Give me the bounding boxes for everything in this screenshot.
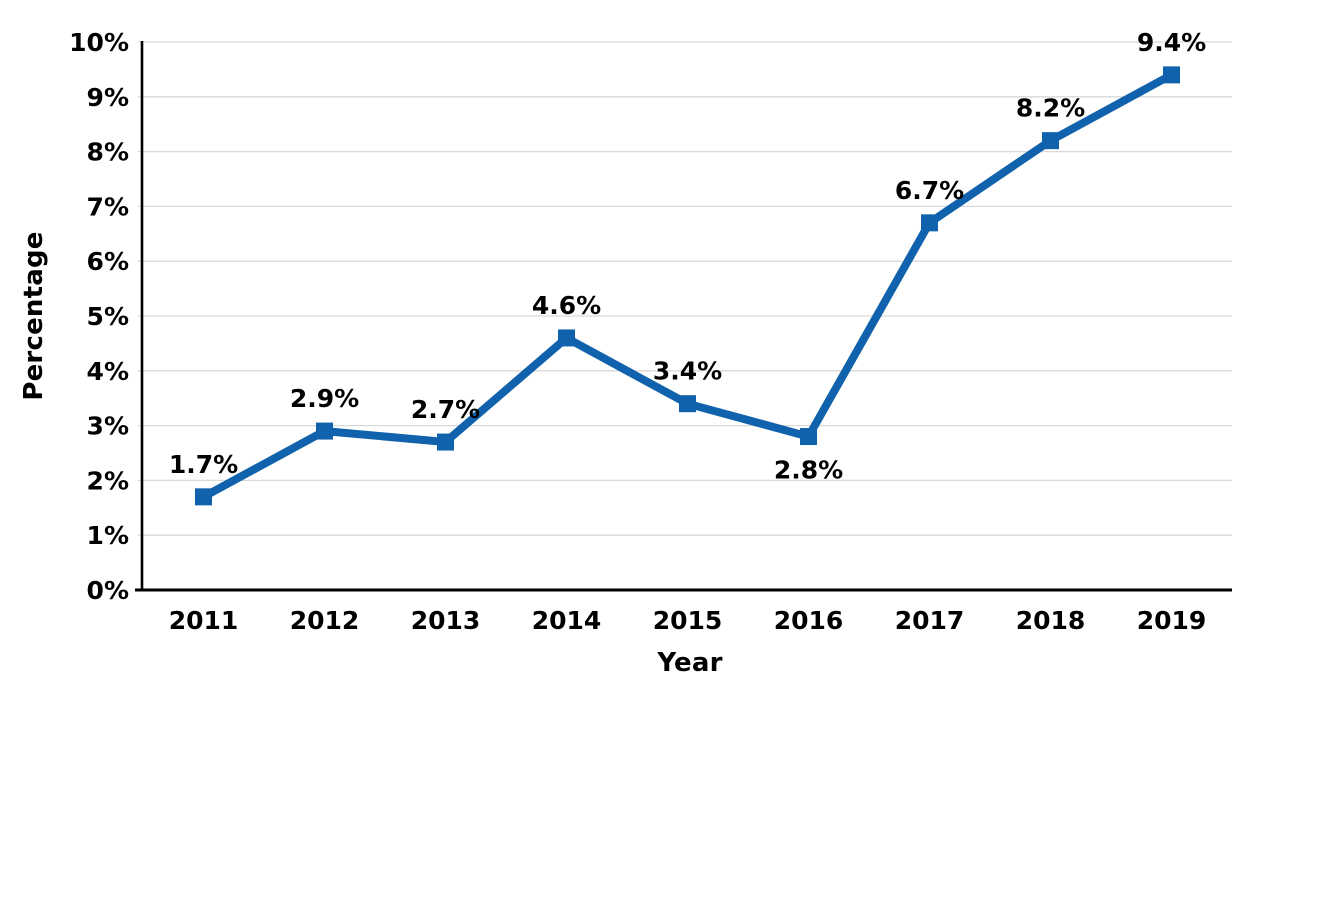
data-point-marker [195, 488, 212, 506]
data-point-marker [679, 395, 696, 413]
x-tick-label: 2016 [774, 606, 844, 635]
data-label: 8.2% [1016, 94, 1085, 123]
y-tick-label: 0% [87, 576, 129, 605]
data-label: 1.7% [169, 450, 238, 479]
y-tick-label: 6% [87, 247, 129, 276]
series-line [201, 71, 1174, 501]
y-tick-label: 2% [87, 466, 129, 495]
y-tick-label: 3% [87, 412, 129, 441]
data-point-marker [800, 428, 817, 446]
x-tick-label: 2011 [169, 606, 239, 635]
x-axis-title: Year [657, 648, 723, 678]
x-tick-label: 2018 [1016, 606, 1086, 635]
y-tick-label: 5% [87, 302, 129, 331]
data-point-marker [437, 433, 454, 451]
x-tick-label: 2015 [653, 606, 723, 635]
y-tick-label: 1% [87, 521, 129, 550]
x-tick-label: 2013 [411, 606, 481, 635]
data-label: 9.4% [1137, 28, 1206, 57]
data-point-marker [316, 422, 333, 440]
y-tick-label: 7% [87, 192, 129, 221]
y-tick-label: 9% [87, 83, 129, 112]
data-point-marker [1042, 132, 1059, 150]
data-label: 3.4% [653, 357, 722, 386]
y-tick-label: 4% [87, 357, 129, 386]
data-label: 2.8% [774, 456, 843, 485]
data-label: 4.6% [532, 291, 601, 320]
data-label: 2.9% [290, 384, 359, 413]
data-label: 2.7% [411, 395, 480, 424]
x-tick-label: 2017 [895, 606, 965, 635]
y-tick-label: 10% [69, 28, 129, 57]
data-point-marker [921, 214, 938, 232]
data-label: 6.7% [895, 176, 964, 205]
x-tick-label: 2014 [532, 606, 602, 635]
x-tick-label: 2019 [1137, 606, 1207, 635]
data-point-marker [558, 329, 575, 347]
y-axis-title: Percentage [19, 231, 49, 401]
y-tick-label: 8% [87, 138, 129, 167]
data-point-marker [1163, 66, 1180, 84]
x-tick-label: 2012 [290, 606, 360, 635]
